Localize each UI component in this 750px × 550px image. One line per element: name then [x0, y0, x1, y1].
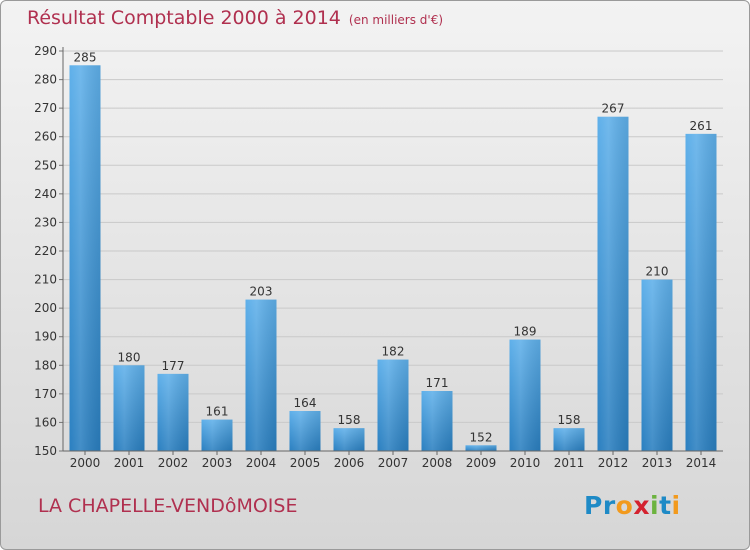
data-label: 171: [426, 376, 449, 390]
bar-shine: [641, 279, 673, 451]
bar-shine: [685, 133, 717, 451]
data-label: 261: [690, 119, 713, 133]
x-tick-label: 2005: [290, 456, 321, 470]
x-tick-label: 2002: [158, 456, 189, 470]
bar-shine: [465, 445, 497, 451]
data-label: 152: [470, 430, 493, 444]
y-tick-label: 160: [34, 415, 57, 429]
y-tick-label: 190: [34, 330, 57, 344]
bar-shine: [201, 419, 233, 451]
y-tick-label: 150: [34, 444, 57, 458]
bar-shine: [509, 339, 541, 451]
data-label: 285: [74, 50, 97, 64]
x-tick-label: 2009: [466, 456, 497, 470]
logo-letter: i: [650, 491, 660, 520]
title-unit: (en milliers d'€): [348, 13, 444, 27]
y-tick-label: 180: [34, 358, 57, 372]
y-tick-label: 220: [34, 244, 57, 258]
logo-letter: P: [584, 491, 603, 520]
y-tick-label: 200: [34, 301, 57, 315]
y-tick-labels: 150 160 170 180 190 200 210 220 230 240 250 260 270 2…: [34, 44, 57, 458]
y-tick-label: 210: [34, 273, 57, 287]
x-tick-label: 2001: [114, 456, 145, 470]
data-label: 210: [646, 265, 669, 279]
chart-title: Résultat Comptable 2000 à 2014 (en millie…: [27, 7, 443, 29]
x-tick-label: 2012: [598, 456, 629, 470]
axes: [62, 47, 723, 455]
x-tick-label: 2014: [686, 456, 717, 470]
bar-shine: [289, 411, 321, 451]
x-tick-label: 2008: [422, 456, 453, 470]
y-tick-label: 230: [34, 215, 57, 229]
bar-shine: [597, 116, 629, 451]
logo-letter: t: [659, 491, 672, 520]
y-tick-label: 240: [34, 187, 57, 201]
proxiti-logo: Proxiti: [584, 491, 681, 520]
y-tick-label: 260: [34, 130, 57, 144]
y-tick-label: 280: [34, 73, 57, 87]
y-tick-label: 170: [34, 387, 57, 401]
data-label: 182: [382, 345, 405, 359]
x-tick-label: 2006: [334, 456, 365, 470]
logo-letter: r: [602, 491, 616, 520]
title-text: Résultat Comptable 2000 à 2014: [27, 7, 341, 29]
bar-shine: [157, 373, 189, 451]
data-label: 267: [602, 102, 625, 116]
x-tick-label: 2003: [202, 456, 233, 470]
y-tick-label: 250: [34, 158, 57, 172]
x-tick-label: 2004: [246, 456, 277, 470]
logo-letter: i: [671, 491, 681, 520]
data-label: 177: [162, 359, 185, 373]
logo-letter: x: [633, 491, 650, 520]
location-name: LA CHAPELLE-VENDôMOISE: [38, 495, 298, 517]
data-label: 189: [514, 325, 537, 339]
y-tick-label: 290: [34, 44, 57, 58]
bar-shine: [377, 359, 409, 451]
bar-shine: [333, 428, 365, 451]
data-label: 203: [250, 285, 273, 299]
data-label: 158: [338, 413, 361, 427]
data-labels: 285 180 177 161 203 164 158 182 171 152 189 158 267 2…: [74, 50, 713, 444]
bar-shine: [69, 65, 101, 452]
data-label: 161: [206, 405, 229, 419]
bar-shine: [113, 365, 145, 451]
data-label: 158: [558, 413, 581, 427]
y-tick-label: 270: [34, 101, 57, 115]
x-tick-labels: 2000 2001 2002 2003 2004 2005 2006 2007 2008 2009…: [70, 456, 717, 470]
logo-letter: o: [615, 491, 634, 520]
data-label: 180: [118, 350, 141, 364]
x-tick-label: 2011: [554, 456, 585, 470]
bar-shine: [553, 428, 585, 451]
bars: [69, 65, 717, 452]
bar-shine: [421, 391, 453, 451]
bar-shine: [245, 299, 277, 451]
x-tick-label: 2013: [642, 456, 673, 470]
x-tick-label: 2010: [510, 456, 541, 470]
data-label: 164: [294, 396, 317, 410]
x-tick-label: 2007: [378, 456, 409, 470]
x-tick-label: 2000: [70, 456, 101, 470]
